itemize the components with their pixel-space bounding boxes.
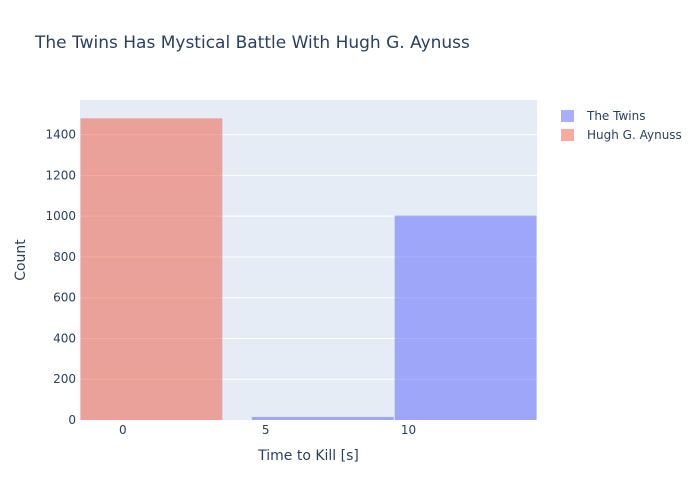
y-tick-labels: 0 200 400 600 800 1000 1200 1400: [45, 128, 76, 427]
legend-item-the-twins[interactable]: The Twins: [560, 106, 682, 125]
x-tick-labels: 0 5 10: [119, 423, 416, 437]
bar-hugh-g-aynuss--1.5-3.5[interactable]: [80, 118, 223, 421]
x-axis-label: Time to Kill [s]: [257, 448, 359, 464]
legend: The Twins Hugh G. Aynuss: [560, 106, 682, 144]
y-tick-label: 1000: [45, 209, 76, 223]
legend-label: The Twins: [587, 108, 646, 123]
y-tick-label: 0: [68, 413, 76, 427]
bar-the-twins-4.5-9.5[interactable]: [251, 416, 394, 420]
y-tick-label: 200: [53, 372, 76, 386]
bar-the-twins-9.5-14.5[interactable]: [394, 215, 537, 420]
y-tick-label: 400: [53, 331, 76, 345]
legend-swatch-the-twins: [561, 109, 574, 122]
y-axis-label: Count: [13, 239, 29, 281]
legend-label: Hugh G. Aynuss: [587, 127, 682, 142]
x-tick-label: 5: [262, 423, 270, 437]
legend-swatch-hugh-g-aynuss: [561, 128, 574, 141]
y-tick-label: 800: [53, 250, 76, 264]
legend-item-hugh-g-aynuss[interactable]: Hugh G. Aynuss: [560, 125, 682, 144]
y-tick-label: 1400: [45, 128, 76, 142]
chart-title: The Twins Has Mystical Battle With Hugh …: [35, 33, 470, 53]
y-tick-label: 600: [53, 291, 76, 305]
y-tick-label: 1200: [45, 168, 76, 182]
x-tick-label: 10: [401, 423, 416, 437]
x-tick-label: 0: [119, 423, 127, 437]
bars: [80, 118, 537, 421]
